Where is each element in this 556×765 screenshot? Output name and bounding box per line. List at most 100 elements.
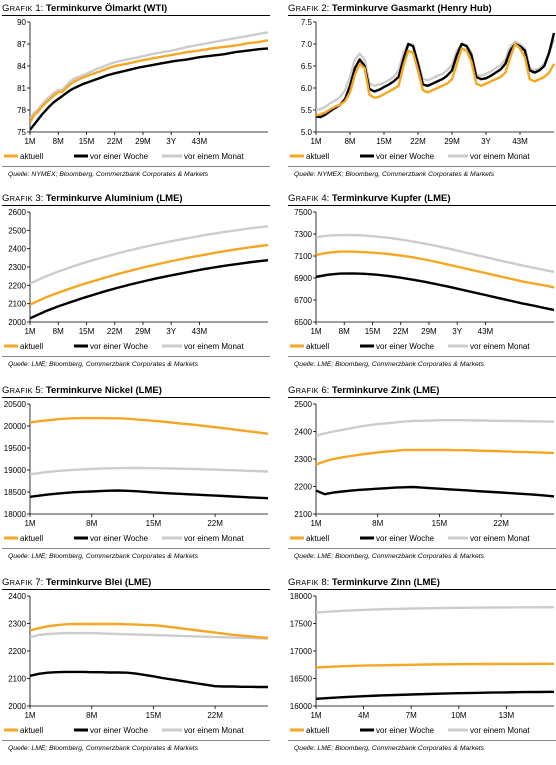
x-tick-label: 15M — [146, 711, 162, 720]
x-tick-label: 8M — [86, 519, 97, 528]
y-tick-label: 5.0 — [301, 128, 313, 137]
chart-title: GRAFIK 2: Terminkurve Gasmarkt (Henry Hu… — [288, 3, 492, 15]
y-tick-label: 18000 — [4, 510, 27, 519]
legend-label-current: aktuell — [306, 534, 329, 543]
y-tick-label: 2300 — [8, 263, 26, 272]
line-chart: 75 78 81 84 87 90 1M 8M 15M 22M 29M 3Y 43M aktuell vor… — [4, 18, 269, 161]
series-line-month — [316, 606, 555, 614]
y-tick-label: 7100 — [294, 252, 312, 261]
x-tick-label: 1M — [24, 137, 35, 146]
source-rule — [288, 166, 556, 167]
legend-label-month: vor einem Monat — [184, 342, 244, 351]
y-tick-label: 16500 — [290, 675, 313, 684]
line-chart: 6500 6700 6900 7100 7300 7500 1M 8M 15M 22M 29M 3Y 4… — [290, 208, 555, 351]
series-line-month — [316, 233, 555, 274]
y-tick-label: 7300 — [294, 230, 312, 239]
source-note: Quelle: NYMEX; Bloomberg, Commerzbank Co… — [8, 171, 209, 178]
y-tick-label: 2600 — [8, 208, 26, 217]
chart-title-text: Terminkurve Zink (LME) — [331, 385, 440, 396]
y-tick-label: 84 — [17, 62, 26, 71]
legend-label-month: vor einem Monat — [470, 726, 530, 735]
source-note: Quelle: LME; Bloomberg, Commerzbank Corp… — [8, 553, 199, 560]
y-tick-label: 2200 — [8, 647, 26, 656]
grafik-number: 1: — [32, 3, 44, 14]
y-tick-label: 7.0 — [301, 40, 313, 49]
source-rule — [2, 166, 270, 167]
grafik-number: 5: — [32, 385, 44, 396]
chart-panel-4: GRAFIK 4: Terminkurve Kupfer (LME) 6500 67… — [288, 193, 556, 381]
source-note: Quelle: LME; Bloomberg, Commerzbank Corp… — [8, 745, 199, 752]
chart-panel-3: GRAFIK 3: Terminkurve Aluminium (LME) 200… — [2, 193, 270, 381]
grafik-label: GRAFIK — [288, 385, 319, 396]
legend-label-week: vor einer Woche — [376, 152, 435, 161]
x-tick-label: 29M — [135, 327, 151, 336]
x-tick-label: 22M — [207, 519, 223, 528]
legend-label-current: aktuell — [306, 152, 329, 161]
x-tick-label: 22M — [393, 327, 409, 336]
y-tick-label: 5.5 — [301, 106, 313, 115]
y-tick-label: 16000 — [290, 702, 313, 711]
chart-title: GRAFIK 6: Terminkurve Zink (LME) — [288, 385, 439, 397]
y-tick-label: 2300 — [8, 620, 26, 629]
chart-panel-1: GRAFIK 1: Terminkurve Ölmarkt (WTI) 75 78 8… — [2, 3, 270, 191]
grafik-number: 2: — [318, 3, 330, 14]
chart-title-text: Terminkurve Ölmarkt (WTI) — [45, 3, 168, 14]
series-line-current — [30, 39, 269, 124]
series-line-current — [30, 416, 269, 435]
y-tick-label: 2400 — [8, 245, 26, 254]
grafik-label: GRAFIK — [288, 3, 319, 14]
chart-title: GRAFIK 8: Terminkurve Zinn (LME) — [288, 577, 440, 589]
y-tick-label: 75 — [17, 128, 26, 137]
x-tick-label: 1M — [310, 327, 321, 336]
series-line-week — [30, 259, 269, 320]
y-tick-label: 6500 — [294, 318, 312, 327]
legend-label-month: vor einem Monat — [470, 342, 530, 351]
chart-panel-5: GRAFIK 5: Terminkurve Nickel (LME) 18000 1… — [2, 385, 270, 573]
legend-label-month: vor einem Monat — [470, 152, 530, 161]
grafik-label: GRAFIK — [2, 577, 33, 588]
source-note: Quelle: NYMEX; Bloomberg, Commerzbank Co… — [294, 171, 495, 178]
series-line-week — [30, 489, 269, 500]
x-tick-label: 7M — [406, 711, 417, 720]
source-rule — [288, 356, 556, 357]
y-tick-label: 20000 — [4, 422, 27, 431]
y-tick-label: 2400 — [294, 428, 312, 437]
line-chart: 2000 2100 2200 2300 2400 2500 2600 1M 8M 15M 22M 29… — [4, 208, 269, 351]
x-tick-label: 22M — [493, 519, 509, 528]
legend-label-current: aktuell — [20, 342, 43, 351]
chart-title-text: Terminkurve Blei (LME) — [45, 577, 152, 588]
chart-title: GRAFIK 3: Terminkurve Aluminium (LME) — [2, 193, 183, 205]
title-rule — [288, 15, 556, 16]
x-tick-label: 1M — [24, 711, 35, 720]
x-tick-label: 8M — [53, 327, 64, 336]
grafik-number: 4: — [318, 193, 330, 204]
series-line-current — [30, 622, 269, 639]
x-tick-label: 43M — [192, 137, 208, 146]
title-rule — [288, 205, 556, 206]
series-line-week — [30, 47, 269, 131]
series-line-month — [30, 225, 269, 285]
legend-label-week: vor einer Woche — [90, 726, 149, 735]
legend-label-week: vor einer Woche — [376, 726, 435, 735]
y-tick-label: 6.0 — [301, 84, 313, 93]
x-tick-label: 8M — [372, 519, 383, 528]
x-tick-label: 10M — [451, 711, 467, 720]
legend-label-week: vor einer Woche — [376, 534, 435, 543]
source-rule — [2, 356, 270, 357]
chart-panel-7: GRAFIK 7: Terminkurve Blei (LME) 2000 2100… — [2, 577, 270, 765]
x-tick-label: 15M — [146, 519, 162, 528]
grafik-number: 7: — [32, 577, 44, 588]
title-rule — [288, 397, 556, 398]
y-tick-label: 2100 — [8, 675, 26, 684]
legend-label-current: aktuell — [20, 726, 43, 735]
series-line-month — [316, 419, 554, 437]
line-chart: 2000 2100 2200 2300 2400 1M 8M 15M 22M aktuell vor… — [4, 592, 269, 735]
legend-label-month: vor einem Monat — [184, 726, 244, 735]
y-tick-label: 2500 — [8, 226, 26, 235]
y-tick-label: 7.5 — [301, 18, 313, 27]
series-line-month — [30, 631, 269, 640]
x-tick-label: 15M — [79, 137, 95, 146]
y-tick-label: 90 — [17, 18, 26, 27]
y-tick-label: 2000 — [8, 702, 26, 711]
legend-label-current: aktuell — [306, 342, 329, 351]
